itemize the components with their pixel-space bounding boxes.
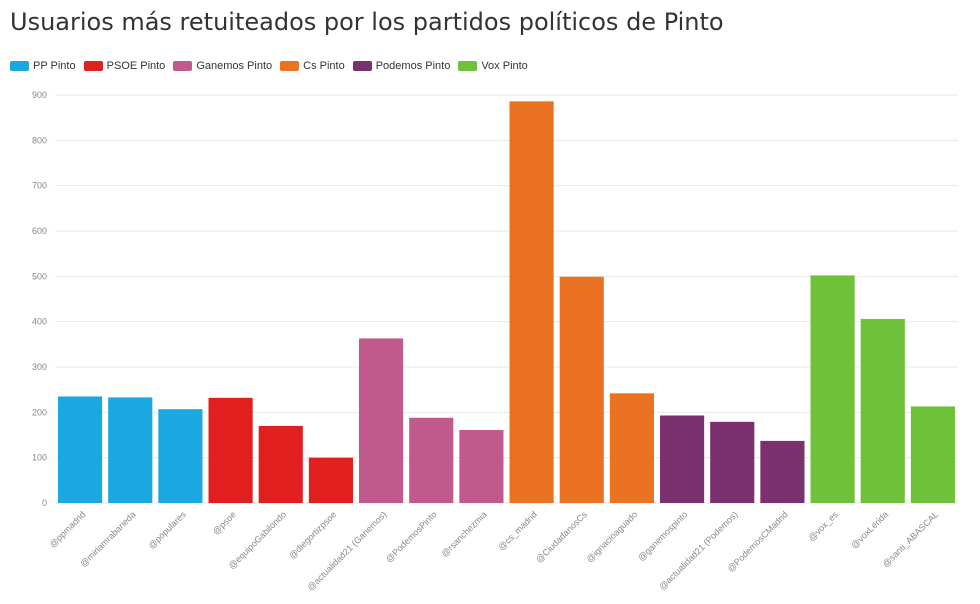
- x-tick-label: @diegortizpsoe: [287, 509, 338, 560]
- bar-vox-es[interactable]: [810, 275, 855, 503]
- legend-swatch: [83, 61, 103, 71]
- legend-item-psoe-pinto[interactable]: PSOE Pinto: [83, 60, 166, 72]
- chart-title: Usuarios más retuiteados por los partido…: [10, 8, 724, 36]
- legend-item-ganemos-pinto[interactable]: Ganemos Pinto: [173, 60, 272, 72]
- bar-psoe[interactable]: [208, 397, 253, 503]
- x-tick-label: @voxLerida: [849, 509, 890, 550]
- legend-label: PSOE Pinto: [106, 60, 166, 72]
- bars: [58, 101, 955, 503]
- y-tick-label: 800: [32, 135, 47, 145]
- legend-swatch: [173, 61, 193, 71]
- y-tick-label: 300: [32, 362, 47, 372]
- x-tick-label: @psoe: [211, 509, 238, 536]
- bar-rsanchezmia[interactable]: [459, 430, 504, 503]
- x-tick-label: @cs_madrid: [496, 509, 539, 552]
- bar-ignacioaguado[interactable]: [609, 393, 654, 503]
- bar-ppmadrid[interactable]: [58, 396, 103, 503]
- legend-item-podemos-pinto[interactable]: Podemos Pinto: [352, 60, 451, 72]
- legend-swatch: [458, 61, 478, 71]
- legend-item-vox-pinto[interactable]: Vox Pinto: [458, 60, 528, 72]
- y-tick-label: 200: [32, 407, 47, 417]
- bar-populares[interactable]: [158, 409, 203, 503]
- x-tick-label: @populares: [146, 509, 188, 551]
- x-tick-label: @PodemosPinto: [384, 509, 439, 564]
- bar-cs-madrid[interactable]: [509, 101, 554, 503]
- x-tick-label: @ganemospinto: [636, 509, 690, 563]
- bar-santi-abascal[interactable]: [910, 406, 955, 503]
- bar-voxlerida[interactable]: [860, 318, 905, 503]
- legend-label: PP Pinto: [33, 60, 76, 72]
- bar-ciudadanoscs[interactable]: [559, 276, 604, 503]
- legend-label: Podemos Pinto: [375, 60, 451, 72]
- legend-label: Ganemos Pinto: [196, 60, 273, 72]
- bar-actualidad21-ganemos[interactable]: [359, 338, 404, 503]
- y-tick-label: 0: [42, 498, 47, 508]
- y-tick-label: 600: [32, 226, 47, 236]
- legend-item-cs-pinto[interactable]: Cs Pinto: [280, 60, 345, 72]
- legend-label: Vox Pinto: [481, 60, 528, 72]
- bar-podemospinto[interactable]: [409, 417, 454, 503]
- y-tick-label: 900: [32, 90, 47, 100]
- x-tick-label: @CiudadanosCs: [534, 509, 590, 565]
- legend-swatch: [352, 61, 372, 71]
- gridlines: [55, 94, 958, 504]
- bar-actualidad21-podemos[interactable]: [710, 421, 755, 503]
- bar-ganemospinto[interactable]: [660, 415, 705, 503]
- y-tick-label: 100: [32, 453, 47, 463]
- x-tick-label: @miriamrabaneda: [78, 509, 138, 569]
- x-tick-label: @vox_es: [806, 509, 840, 543]
- x-tick-label: @santi_ABASCAL: [880, 509, 940, 569]
- legend-item-pp-pinto[interactable]: PP Pinto: [10, 60, 76, 72]
- y-axis-ticks: 0 100 200 300 400 500 600 700 800 900: [32, 90, 47, 508]
- legend-swatch: [10, 61, 29, 71]
- legend: PP Pinto PSOE Pinto Ganemos Pinto Cs Pinto P…: [10, 60, 536, 72]
- x-axis-ticks: @ppmadrid@miriamrabaneda @populares @psoe @…: [47, 509, 940, 593]
- y-tick-label: 700: [32, 181, 47, 191]
- x-tick-label: @ppmadrid: [47, 509, 87, 549]
- legend-label: Cs Pinto: [303, 60, 345, 72]
- bar-equipogabilondo[interactable]: [258, 425, 303, 503]
- x-tick-label: @rsanchezmia: [439, 509, 489, 559]
- bar-miriamrabaneda[interactable]: [108, 397, 153, 503]
- legend-swatch: [280, 61, 300, 71]
- bar-diegortizpsoe[interactable]: [308, 457, 353, 503]
- y-tick-label: 400: [32, 317, 47, 327]
- bar-podemoscmadrid[interactable]: [760, 440, 805, 503]
- y-tick-label: 500: [32, 271, 47, 281]
- x-tick-label: @ignacioaguado: [584, 509, 639, 564]
